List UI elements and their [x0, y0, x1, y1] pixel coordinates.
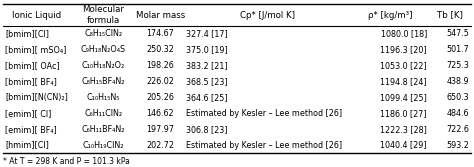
Text: 383.2 [21]: 383.2 [21]: [186, 61, 228, 70]
Text: * At T = 298 K and P = 101.3 kPa: * At T = 298 K and P = 101.3 kPa: [3, 156, 130, 165]
Text: C₁₀H₁₅N₅: C₁₀H₁₅N₅: [87, 93, 120, 102]
Text: 1053.0 [22]: 1053.0 [22]: [380, 61, 427, 70]
Text: 250.32: 250.32: [146, 45, 174, 54]
Text: 226.02: 226.02: [146, 77, 174, 86]
Text: [hmim][Cl]: [hmim][Cl]: [5, 141, 49, 150]
Text: Cp* [J/mol K]: Cp* [J/mol K]: [240, 11, 295, 20]
Text: 722.6: 722.6: [446, 125, 469, 134]
Text: 1222.3 [28]: 1222.3 [28]: [380, 125, 427, 134]
Text: 438.9: 438.9: [447, 77, 469, 86]
Text: C₈H₁₅ClN₂: C₈H₁₅ClN₂: [84, 29, 122, 38]
Text: 364.6 [25]: 364.6 [25]: [186, 93, 228, 102]
Text: 593.2: 593.2: [446, 141, 469, 150]
Text: 174.67: 174.67: [146, 29, 174, 38]
Text: [emim][ Cl]: [emim][ Cl]: [5, 109, 51, 118]
Text: 205.26: 205.26: [146, 93, 174, 102]
Text: 725.3: 725.3: [446, 61, 469, 70]
Text: 197.97: 197.97: [146, 125, 174, 134]
Text: 327.4 [17]: 327.4 [17]: [186, 29, 228, 38]
Text: Ionic Liquid: Ionic Liquid: [12, 11, 61, 20]
Text: 1194.8 [24]: 1194.8 [24]: [380, 77, 427, 86]
Text: 306.8 [23]: 306.8 [23]: [186, 125, 227, 134]
Text: 1099.4 [25]: 1099.4 [25]: [380, 93, 427, 102]
Text: 375.0 [19]: 375.0 [19]: [186, 45, 228, 54]
Text: [bmim][ BF₄]: [bmim][ BF₄]: [5, 77, 57, 86]
Text: ρ* [kg/m³]: ρ* [kg/m³]: [368, 11, 413, 20]
Text: 501.7: 501.7: [446, 45, 469, 54]
Text: Molar mass: Molar mass: [136, 11, 185, 20]
Text: [bmim][Cl]: [bmim][Cl]: [5, 29, 49, 38]
Text: 202.72: 202.72: [146, 141, 174, 150]
Text: 547.5: 547.5: [446, 29, 469, 38]
Text: 198.26: 198.26: [146, 61, 174, 70]
Text: C₆H₁₁ClN₂: C₆H₁₁ClN₂: [84, 109, 122, 118]
Text: [bmim][ mSO₄]: [bmim][ mSO₄]: [5, 45, 66, 54]
Text: 650.3: 650.3: [447, 93, 469, 102]
Text: [emim][ BF₄]: [emim][ BF₄]: [5, 125, 57, 134]
Text: C₁₀H₁₉ClN₂: C₁₀H₁₉ClN₂: [82, 141, 124, 150]
Text: 1196.3 [20]: 1196.3 [20]: [380, 45, 427, 54]
Text: Molecular
formula: Molecular formula: [82, 5, 124, 25]
Text: [bmim][ OAc]: [bmim][ OAc]: [5, 61, 60, 70]
Text: Estimated by Kesler – Lee method [26]: Estimated by Kesler – Lee method [26]: [186, 141, 342, 150]
Text: C₉H₁₈N₂O₄S: C₉H₁₈N₂O₄S: [81, 45, 126, 54]
Text: C₆H₁₁BF₄N₂: C₆H₁₁BF₄N₂: [82, 125, 125, 134]
Text: 1080.0 [18]: 1080.0 [18]: [381, 29, 427, 38]
Text: 1186.0 [27]: 1186.0 [27]: [380, 109, 427, 118]
Text: 368.5 [23]: 368.5 [23]: [186, 77, 228, 86]
Text: 484.6: 484.6: [447, 109, 469, 118]
Text: C₁₀H₁₈N₂O₂: C₁₀H₁₈N₂O₂: [82, 61, 125, 70]
Text: Tb [K]: Tb [K]: [437, 11, 463, 20]
Text: 1040.4 [29]: 1040.4 [29]: [380, 141, 427, 150]
Text: 146.62: 146.62: [146, 109, 174, 118]
Text: Estimated by Kesler – Lee method [26]: Estimated by Kesler – Lee method [26]: [186, 109, 342, 118]
Text: [bmim][N(CN)₂]: [bmim][N(CN)₂]: [5, 93, 68, 102]
Text: C₈H₁₅BF₄N₂: C₈H₁₅BF₄N₂: [82, 77, 125, 86]
